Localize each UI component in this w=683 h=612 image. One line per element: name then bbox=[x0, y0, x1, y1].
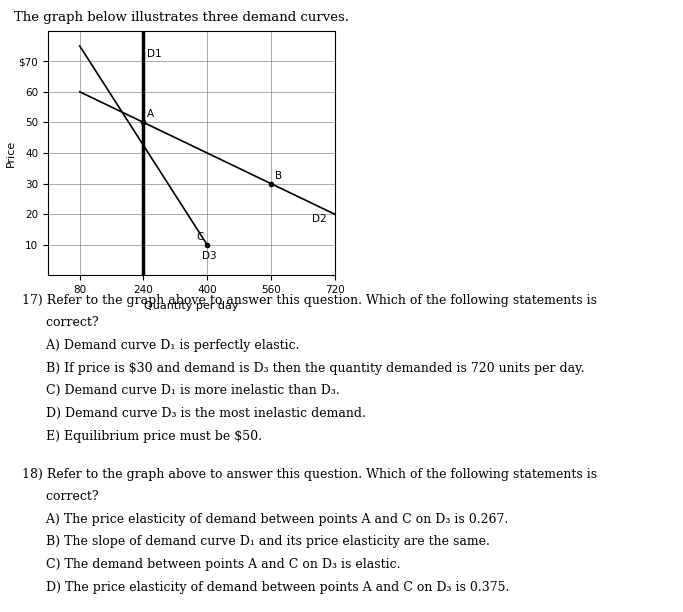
Y-axis label: Price: Price bbox=[5, 140, 16, 166]
Text: B: B bbox=[275, 171, 282, 181]
Text: A) The price elasticity of demand between points A and C on D₃ is 0.267.: A) The price elasticity of demand betwee… bbox=[14, 513, 508, 526]
Text: B) If price is $30 and demand is D₃ then the quantity demanded is 720 units per : B) If price is $30 and demand is D₃ then… bbox=[14, 362, 584, 375]
Text: C) Demand curve D₁ is more inelastic than D₃.: C) Demand curve D₁ is more inelastic tha… bbox=[14, 384, 339, 397]
Text: D3: D3 bbox=[202, 251, 217, 261]
Text: correct?: correct? bbox=[14, 490, 98, 503]
Text: 17) Refer to the graph above to answer this question. Which of the following sta: 17) Refer to the graph above to answer t… bbox=[14, 294, 597, 307]
Text: The graph below illustrates three demand curves.: The graph below illustrates three demand… bbox=[14, 11, 348, 24]
Text: C) The demand between points A and C on D₃ is elastic.: C) The demand between points A and C on … bbox=[14, 558, 400, 571]
Text: 18) Refer to the graph above to answer this question. Which of the following sta: 18) Refer to the graph above to answer t… bbox=[14, 468, 597, 480]
Text: B) The slope of demand curve D₁ and its price elasticity are the same.: B) The slope of demand curve D₁ and its … bbox=[14, 536, 490, 548]
Text: D1: D1 bbox=[147, 49, 161, 59]
X-axis label: Quantity per day: Quantity per day bbox=[144, 300, 238, 311]
Text: D2: D2 bbox=[312, 214, 326, 224]
Text: correct?: correct? bbox=[14, 316, 98, 329]
Text: D) The price elasticity of demand between points A and C on D₃ is 0.375.: D) The price elasticity of demand betwee… bbox=[14, 581, 509, 594]
Text: D) Demand curve D₃ is the most inelastic demand.: D) Demand curve D₃ is the most inelastic… bbox=[14, 407, 365, 420]
Text: A: A bbox=[148, 110, 154, 119]
Text: E) Equilibrium price must be $50.: E) Equilibrium price must be $50. bbox=[14, 430, 262, 442]
Text: A) Demand curve D₁ is perfectly elastic.: A) Demand curve D₁ is perfectly elastic. bbox=[14, 339, 299, 352]
Text: C: C bbox=[197, 232, 204, 242]
